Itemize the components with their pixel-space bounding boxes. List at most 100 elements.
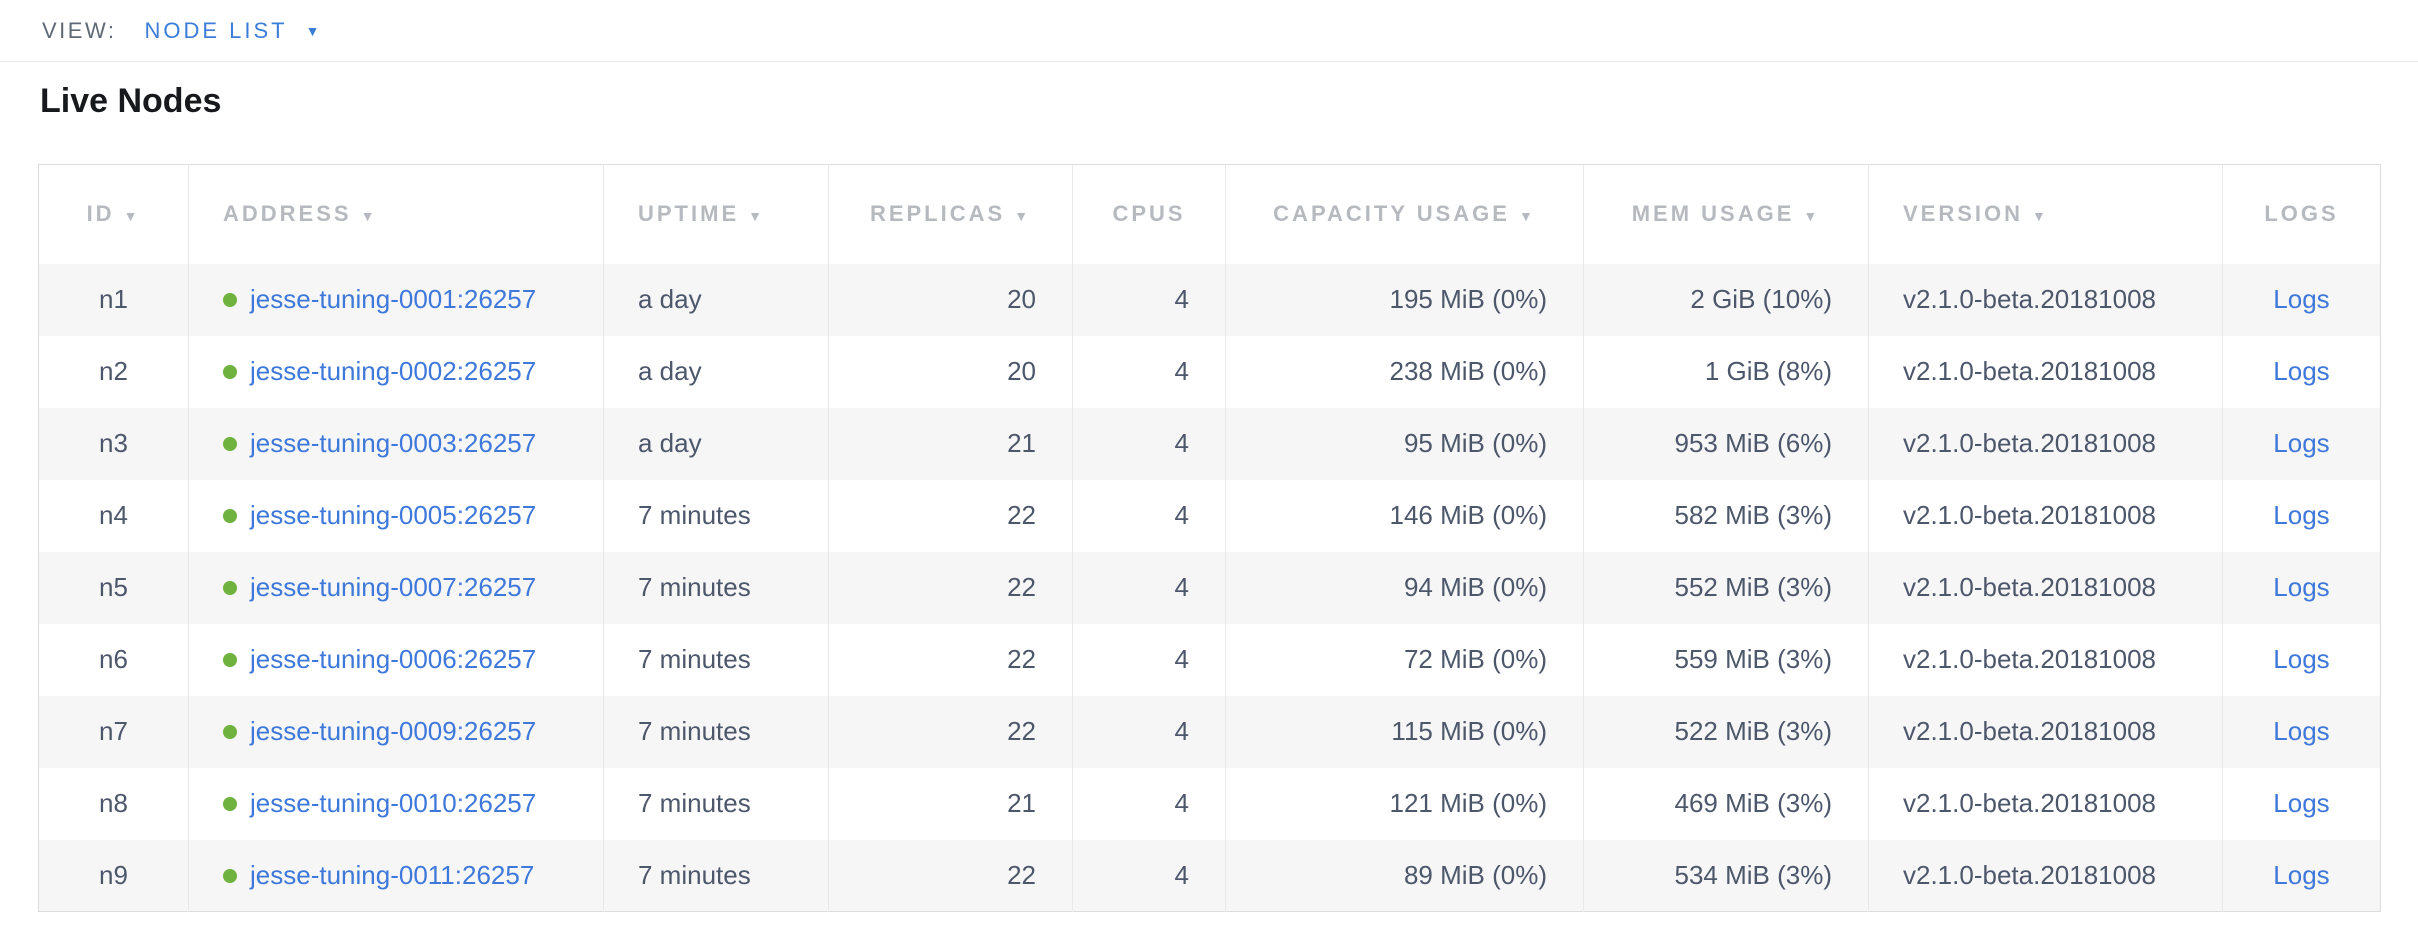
node-address-cell: jesse-tuning-0001:26257 [188, 263, 604, 336]
cpus-cell: 4 [1072, 623, 1226, 696]
view-label: VIEW: [42, 17, 117, 43]
logs-cell: Logs [2222, 479, 2381, 552]
column-header-capacity[interactable]: CAPACITY USAGE ▼ [1225, 164, 1584, 264]
replicas-cell: 22 [828, 839, 1073, 912]
capacity-cell: 238 MiB (0%) [1225, 335, 1584, 408]
version-cell: v2.1.0-beta.20181008 [1868, 623, 2223, 696]
table-row: n4 jesse-tuning-0005:26257 7 minutes 22 4 146… [38, 479, 2381, 552]
version-cell: v2.1.0-beta.20181008 [1868, 839, 2223, 912]
mem-cell: 469 MiB (3%) [1583, 767, 1869, 840]
sort-desc-icon: ▼ [1014, 208, 1032, 225]
node-status-icon [223, 365, 237, 379]
column-header-label: MEM USAGE [1631, 201, 1795, 227]
column-header-label: ID [86, 201, 115, 227]
node-address-link[interactable]: jesse-tuning-0003:26257 [250, 428, 537, 458]
column-header-id[interactable]: ID ▼ [38, 164, 189, 264]
table-row: n2 jesse-tuning-0002:26257 a day 20 4 238 MiB… [38, 335, 2381, 408]
logs-cell: Logs [2222, 551, 2381, 624]
logs-link[interactable]: Logs [2273, 859, 2330, 890]
id-cell: n9 [99, 859, 128, 890]
mem-cell: 552 MiB (3%) [1583, 551, 1869, 624]
replicas-cell: 22 [828, 551, 1073, 624]
mem-cell: 953 MiB (6%) [1583, 407, 1869, 480]
capacity-cell: 115 MiB (0%) [1225, 695, 1584, 768]
node-address-link[interactable]: jesse-tuning-0010:26257 [250, 788, 537, 818]
column-header-label: LOGS [2264, 201, 2339, 227]
chevron-down-icon[interactable]: ▼ [305, 22, 320, 39]
logs-link[interactable]: Logs [2273, 716, 2330, 746]
id-cell: n2 [99, 356, 128, 386]
logs-link[interactable]: Logs [2273, 572, 2330, 602]
node-address-link[interactable]: jesse-tuning-0011:26257 [250, 859, 535, 890]
uptime-cell: 7 minutes [603, 695, 829, 768]
version-cell: v2.1.0-beta.20181008 [1868, 551, 2223, 624]
id-cell: n8 [99, 788, 128, 818]
logs-link[interactable]: Logs [2273, 500, 2330, 530]
logs-cell: Logs [2222, 695, 2381, 768]
node-address-cell: jesse-tuning-0010:26257 [188, 767, 604, 840]
cpus-cell: 4 [1072, 479, 1226, 552]
cpus-cell: 4 [1072, 695, 1226, 768]
cpus-cell: 4 [1072, 767, 1226, 840]
node-status-icon [223, 581, 237, 595]
logs-cell: Logs [2222, 767, 2381, 840]
capacity-cell: 195 MiB (0%) [1225, 263, 1584, 336]
live-nodes-table-container: ID ▼ ADDRESS ▼ UPTIME ▼ REPLICAS ▼ CPUS CAPACITY … [38, 164, 2418, 912]
column-header-replicas[interactable]: REPLICAS ▼ [828, 164, 1073, 264]
node-address-cell: jesse-tuning-0002:26257 [188, 335, 604, 408]
node-address-cell: jesse-tuning-0007:26257 [188, 551, 604, 624]
node-status-icon [223, 797, 237, 811]
logs-cell: Logs [2222, 407, 2381, 480]
capacity-cell: 121 MiB (0%) [1225, 767, 1584, 840]
capacity-cell: 146 MiB (0%) [1225, 479, 1584, 552]
logs-cell: Logs [2222, 335, 2381, 408]
logs-link[interactable]: Logs [2273, 356, 2330, 386]
sort-desc-icon: ▼ [123, 208, 141, 225]
logs-cell: Logs [2222, 263, 2381, 336]
logs-link[interactable]: Logs [2273, 284, 2330, 314]
logs-link[interactable]: Logs [2273, 428, 2330, 458]
node-status-icon [223, 653, 237, 667]
cpus-cell: 4 [1072, 263, 1226, 336]
id-cell: n3 [99, 428, 128, 458]
sort-desc-icon: ▼ [748, 208, 765, 225]
node-address-link[interactable]: jesse-tuning-0002:26257 [250, 356, 537, 386]
node-address-link[interactable]: jesse-tuning-0007:26257 [250, 572, 537, 602]
replicas-cell: 21 [828, 407, 1073, 480]
node-address-link[interactable]: jesse-tuning-0009:26257 [250, 716, 537, 746]
column-header-cpus: CPUS [1072, 164, 1226, 264]
id-cell: n4 [99, 500, 128, 530]
version-cell: v2.1.0-beta.20181008 [1868, 479, 2223, 552]
column-header-uptime[interactable]: UPTIME ▼ [603, 164, 829, 264]
mem-cell: 1 GiB (8%) [1583, 335, 1869, 408]
table-row: n1 jesse-tuning-0001:26257 a day 20 4 195 MiB… [38, 263, 2381, 336]
sort-desc-icon: ▼ [360, 208, 378, 225]
uptime-cell: 7 minutes [603, 839, 829, 912]
capacity-cell: 94 MiB (0%) [1225, 551, 1584, 624]
column-header-version[interactable]: VERSION ▼ [1868, 164, 2223, 264]
id-cell: n1 [99, 284, 128, 314]
node-address-link[interactable]: jesse-tuning-0001:26257 [250, 284, 537, 314]
column-header-label: UPTIME [638, 201, 740, 227]
node-status-icon [223, 725, 237, 739]
node-address-cell: jesse-tuning-0006:26257 [188, 623, 604, 696]
node-address-link[interactable]: jesse-tuning-0005:26257 [250, 500, 537, 530]
node-address-cell: jesse-tuning-0003:26257 [188, 407, 604, 480]
table-row: n6 jesse-tuning-0006:26257 7 minutes 22 4 72 … [38, 623, 2381, 696]
node-address-cell: jesse-tuning-0011:26257 [188, 839, 604, 912]
column-header-mem[interactable]: MEM USAGE ▼ [1583, 164, 1869, 264]
node-address-cell: jesse-tuning-0009:26257 [188, 695, 604, 768]
view-selector[interactable]: NODE LIST [144, 17, 288, 43]
replicas-cell: 20 [828, 263, 1073, 336]
capacity-cell: 95 MiB (0%) [1225, 407, 1584, 480]
view-bar: VIEW: NODE LIST ▼ [0, 0, 2418, 62]
logs-link[interactable]: Logs [2273, 788, 2330, 818]
node-address-link[interactable]: jesse-tuning-0006:26257 [250, 644, 537, 674]
table-row: n9 jesse-tuning-0011:26257 7 minutes 22 4 89 … [38, 839, 2381, 912]
table-body: n1 jesse-tuning-0001:26257 a day 20 4 195 MiB… [38, 263, 2381, 912]
column-header-address[interactable]: ADDRESS ▼ [188, 164, 604, 264]
logs-link[interactable]: Logs [2273, 644, 2330, 674]
uptime-cell: 7 minutes [603, 479, 829, 552]
uptime-cell: 7 minutes [603, 767, 829, 840]
replicas-cell: 22 [828, 479, 1073, 552]
